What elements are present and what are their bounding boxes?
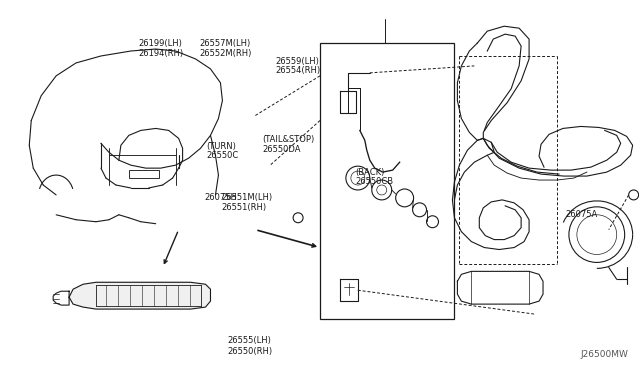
Polygon shape (69, 282, 211, 309)
Text: 26075A: 26075A (565, 210, 598, 219)
Text: 26199(LH): 26199(LH) (138, 39, 182, 48)
Text: 26551(RH): 26551(RH) (221, 203, 266, 212)
Text: 26557M(LH): 26557M(LH) (199, 39, 250, 48)
Text: 26555(LH): 26555(LH) (228, 336, 271, 344)
Text: 26551M(LH): 26551M(LH) (221, 193, 273, 202)
Circle shape (293, 213, 303, 223)
Text: 26550C: 26550C (207, 151, 239, 160)
Text: (TAIL&STOP): (TAIL&STOP) (262, 135, 315, 144)
Circle shape (628, 190, 639, 200)
Bar (129, 170, 159, 178)
Bar (320, 43, 454, 319)
Text: 26194(RH): 26194(RH) (138, 49, 184, 58)
Text: 26550DA: 26550DA (262, 145, 301, 154)
Text: 26554(RH): 26554(RH) (275, 66, 321, 75)
Text: (BACK): (BACK) (355, 167, 385, 177)
Text: J26500MW: J26500MW (580, 350, 628, 359)
Text: 26559(LH): 26559(LH) (275, 57, 319, 66)
Text: 26552M(RH): 26552M(RH) (199, 49, 252, 58)
Text: 26550CB: 26550CB (355, 177, 393, 186)
Text: 26550(RH): 26550(RH) (228, 347, 273, 356)
Text: (TURN): (TURN) (207, 142, 236, 151)
Text: 26075H: 26075H (204, 193, 237, 202)
